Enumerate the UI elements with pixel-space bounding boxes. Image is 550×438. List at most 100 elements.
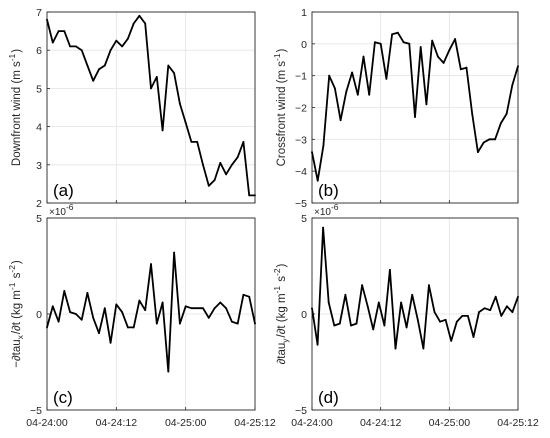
data-point: [394, 347, 397, 350]
data-point: [86, 291, 89, 294]
data-point: [372, 328, 375, 331]
y-tick-label: 3: [36, 160, 42, 172]
data-point: [57, 320, 60, 323]
data-point: [311, 151, 313, 153]
data-point: [436, 55, 439, 58]
y-tick-label: 2: [36, 198, 42, 210]
data-point: [63, 290, 66, 292]
series-line: [311, 226, 519, 350]
data-point: [389, 268, 391, 271]
data-point: [225, 307, 228, 310]
data-point: [219, 301, 222, 304]
y-tick-label: −2: [295, 103, 307, 115]
data-point: [454, 38, 456, 40]
y-tick-label: 5: [36, 83, 42, 95]
y-tick-label: 7: [36, 7, 42, 19]
data-point: [489, 309, 492, 312]
panel-label: (c): [53, 388, 73, 407]
data-point: [242, 140, 245, 143]
data-point: [422, 347, 425, 350]
data-point: [207, 316, 210, 319]
data-point: [225, 173, 228, 176]
data-point: [356, 93, 359, 96]
y-exponent-label: ×10-6: [314, 202, 339, 218]
data-point: [494, 295, 497, 298]
data-point: [207, 184, 210, 187]
data-point: [450, 339, 453, 342]
data-point: [236, 322, 239, 325]
data-point: [126, 326, 129, 329]
data-point: [103, 307, 106, 310]
x-tick-label: 04-24:12: [96, 417, 138, 429]
panel-b: −5 −4 −3 −2 −1 0 1 Crossfront wind (m s-1 ) (b): [272, 7, 519, 210]
y-tick-label: 6: [36, 45, 42, 57]
data-point: [322, 144, 325, 147]
data-point: [219, 161, 222, 164]
data-point: [448, 49, 451, 52]
data-point: [248, 194, 251, 197]
axes-frame: [46, 11, 256, 204]
data-point: [254, 194, 256, 197]
y-tick-label: −4: [295, 166, 307, 178]
y-axis-label: −∂taux /∂t (kg m-1 s-2 ): [7, 260, 25, 368]
data-point: [144, 309, 147, 312]
data-point: [465, 66, 468, 69]
data-point: [184, 121, 187, 124]
y-tick-label: 0: [301, 39, 307, 51]
data-point: [144, 22, 147, 25]
data-point: [377, 301, 380, 304]
data-point: [74, 45, 77, 48]
data-point: [69, 45, 72, 48]
data-point: [173, 72, 176, 75]
data-point: [338, 322, 341, 325]
data-point: [230, 163, 233, 166]
data-point: [361, 284, 364, 287]
data-point: [400, 301, 402, 304]
data-point: [190, 140, 193, 143]
data-point: [132, 22, 135, 25]
y-tick-label: −5: [295, 198, 307, 210]
data-point: [196, 307, 199, 310]
data-point: [51, 41, 54, 44]
data-point: [213, 179, 216, 181]
data-point: [483, 307, 486, 310]
data-point: [150, 263, 152, 265]
y-tick-label: 5: [301, 213, 307, 225]
data-point: [444, 318, 447, 321]
data-point: [482, 141, 485, 144]
data-point: [173, 251, 176, 254]
x-tick-label: 04-25:00: [165, 417, 207, 429]
data-point: [121, 311, 124, 313]
data-point: [311, 307, 313, 310]
data-point: [202, 307, 204, 310]
y-tick-label: 0: [36, 309, 42, 321]
data-point: [344, 293, 347, 296]
data-point: [242, 293, 245, 296]
data-point: [368, 93, 371, 96]
x-tick-label: 04-25:00: [429, 417, 471, 429]
data-point: [517, 65, 519, 68]
data-point: [115, 39, 118, 42]
data-point: [511, 84, 514, 87]
data-point: [236, 156, 239, 159]
data-point: [103, 64, 106, 67]
data-point: [411, 293, 414, 296]
data-point: [408, 42, 411, 45]
x-tick-label: 04-24:00: [291, 417, 333, 429]
y-tick-label: −3: [295, 134, 307, 146]
data-point: [213, 307, 216, 310]
data-point: [471, 112, 474, 115]
data-point: [488, 138, 491, 141]
series-line: [46, 251, 256, 373]
data-point: [230, 320, 233, 323]
data-point: [366, 305, 369, 308]
data-point: [46, 18, 48, 21]
data-point: [455, 320, 458, 323]
panel-label: (a): [53, 181, 74, 200]
data-point: [178, 102, 181, 105]
y-tick-label: 4: [36, 122, 42, 134]
data-point: [402, 41, 405, 44]
panel-label: (d): [318, 388, 339, 407]
panel-label: (b): [318, 181, 339, 200]
data-point: [425, 103, 428, 106]
